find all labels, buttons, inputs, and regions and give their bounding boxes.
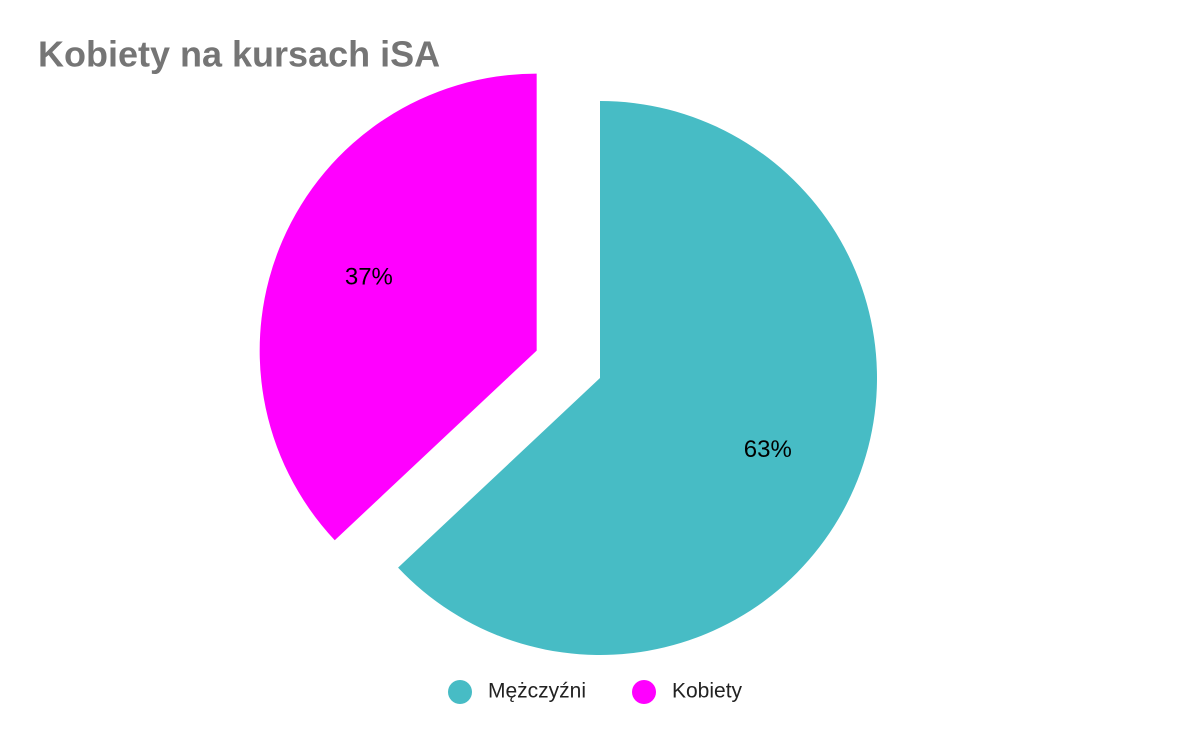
- legend-label: Kobiety: [672, 680, 743, 703]
- legend-label: Mężczyźni: [488, 680, 586, 703]
- data-label: 63%: [744, 436, 792, 463]
- legend-marker: [448, 680, 472, 704]
- chart-title: Kobiety na kursach iSA: [38, 34, 440, 75]
- data-label: 37%: [345, 263, 393, 290]
- pie-slice: [259, 73, 537, 541]
- pie-slice: [398, 101, 877, 655]
- legend-marker: [632, 680, 656, 704]
